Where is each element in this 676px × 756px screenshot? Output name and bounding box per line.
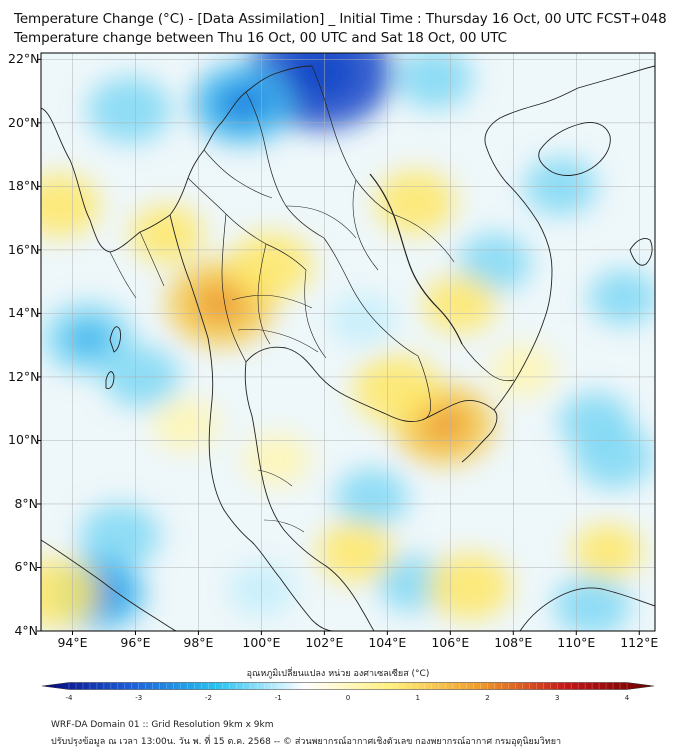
cool-anomaly-3 (396, 53, 473, 109)
cool-anomaly-13 (588, 269, 655, 326)
warm-anomaly-25 (423, 274, 497, 334)
cool-anomaly-core-4 (66, 322, 110, 356)
warm-anomaly-32 (489, 344, 556, 397)
warm-anomaly-31 (244, 433, 311, 486)
coastlines-and-borders (41, 65, 655, 631)
footer-model-info: WRF-DA Domain 01 :: Grid Resolution 9km … (51, 720, 274, 730)
lat-label: 10°N (8, 432, 40, 448)
warm-anomaly-28 (41, 558, 101, 628)
map-subtitle: Temperature change between Thu 16 Oct, 0… (14, 30, 507, 46)
cool-anomaly-15 (329, 293, 396, 347)
map-title: Temperature Change (°C) - [Data Assimila… (14, 11, 667, 27)
colorbar-tick: -1 (274, 694, 282, 702)
cool-anomaly-2 (87, 76, 171, 144)
cool-anomaly-core-1 (218, 85, 267, 122)
temperature-change-map (37, 52, 656, 635)
cool-anomaly-8 (335, 468, 409, 527)
lon-label: 102°E (305, 635, 344, 650)
lat-label: 4°N (14, 623, 38, 638)
lon-label: 94°E (57, 635, 88, 650)
lon-label: 106°E (431, 635, 470, 650)
warm-anomaly-23 (353, 354, 441, 425)
lat-label: 6°N (14, 559, 38, 575)
colorbar-scale (41, 682, 655, 690)
lon-label: 112°E (620, 635, 659, 650)
anomaly-field (41, 53, 655, 631)
lat-label: 14°N (8, 305, 40, 321)
warm-anomaly-20 (41, 173, 100, 238)
lon-label: 108°E (494, 635, 533, 650)
colorbar-tick: -2 (205, 694, 212, 702)
warm-anomaly-26 (317, 521, 395, 583)
footer-credit: ปรับปรุงข้อมูล ณ เวลา 13:00น. วัน พ. ที่… (51, 737, 562, 747)
cool-anomaly-16 (553, 575, 631, 631)
warm-anomaly-29 (152, 398, 219, 451)
warm-anomaly-27 (427, 553, 511, 620)
lon-label: 98°E (183, 635, 214, 650)
cool-anomaly-core-0 (286, 53, 356, 98)
colorbar-tick: 1 (415, 694, 420, 702)
cool-anomaly-11 (574, 424, 655, 489)
lon-label: 104°E (368, 635, 407, 650)
warm-anomaly-21 (130, 204, 204, 264)
lat-label: 8°N (14, 495, 38, 511)
colorbar-divisions (68, 683, 628, 689)
lon-label: 96°E (120, 635, 151, 650)
lat-label: 18°N (8, 178, 40, 194)
axis-ticks (37, 58, 640, 635)
colorbar-tick: -4 (65, 694, 73, 702)
lat-label: 20°N (8, 114, 40, 130)
cool-anomaly-14 (457, 233, 531, 292)
colorbar-title: อุณหภูมิเปลี่ยนแปลง หน่วย องศาเซลเซียส (… (246, 669, 430, 679)
lat-label: 22°N (8, 51, 40, 67)
lat-label: 12°N (8, 368, 40, 384)
lon-label: 110°E (557, 635, 596, 650)
colorbar-tick: 2 (485, 694, 490, 702)
colorbar-tick: 4 (624, 694, 630, 702)
colorbar-tick: 0 (345, 694, 351, 702)
lat-label: 16°N (8, 241, 40, 257)
colorbar (41, 682, 655, 690)
warm-anomaly-30 (573, 523, 643, 580)
map-frame (40, 52, 656, 632)
cool-anomaly-6 (79, 503, 160, 568)
graticule (41, 53, 655, 631)
warm-anomaly-core-18 (194, 284, 247, 324)
colorbar-tick: 3 (555, 694, 560, 702)
warm-anomaly-19 (229, 232, 313, 300)
lon-label: 100°E (242, 635, 281, 650)
colorbar-tick: -3 (135, 694, 143, 702)
